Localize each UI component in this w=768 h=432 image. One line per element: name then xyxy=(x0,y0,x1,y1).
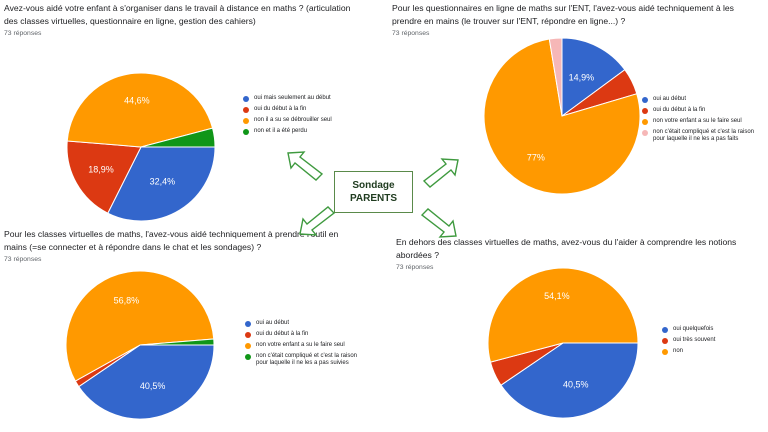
slice-label-2: 18,9% xyxy=(88,164,114,174)
legend-item-2: oui du début à la fin xyxy=(245,331,365,338)
panel-q2: Pour les questionnaires en ligne de math… xyxy=(392,2,764,37)
slice-label-1: 40,5% xyxy=(140,381,166,391)
legend-item-2: oui du début à la fin xyxy=(642,107,767,114)
panel-q3: Pour les classes virtuelles de maths, l'… xyxy=(4,228,356,263)
slice-label-1: 14,9% xyxy=(569,73,595,83)
legend-label: non xyxy=(673,348,684,354)
legend-item-1: oui quelquefois xyxy=(662,326,762,333)
legend-item-4: non c'était compliqué et c'est la raison… xyxy=(245,353,365,368)
legend-swatch xyxy=(642,129,648,136)
slice-label-3: 44,6% xyxy=(124,96,150,106)
legend-swatch xyxy=(245,331,251,338)
response-count-1: 73 réponses xyxy=(4,30,42,37)
legend-q2: oui au début oui du début à la fin non vot… xyxy=(642,96,767,147)
legend-item-1: oui au début xyxy=(642,96,767,103)
response-count-2: 73 réponses xyxy=(392,30,430,37)
question-title-4: En dehors des classes virtuelles de math… xyxy=(396,237,737,260)
legend-item-1: oui au début xyxy=(245,320,365,327)
response-count-4: 73 réponses xyxy=(396,264,434,271)
legend-item-4: non c'était compliqué et c'est la raison… xyxy=(642,129,767,144)
legend-swatch xyxy=(662,348,668,355)
legend-label: oui du début à la fin xyxy=(653,107,706,113)
pie-slice-3 xyxy=(487,267,639,363)
legend-label: non votre enfant a su le faire seul xyxy=(256,342,345,348)
legend-swatch xyxy=(243,128,249,135)
pie-slice-3 xyxy=(483,38,641,195)
legend-q3: oui au début oui du début à la fin non vot… xyxy=(245,320,365,371)
pie-slice-4 xyxy=(140,127,216,148)
pie-slice-4 xyxy=(139,338,215,346)
survey-label-line1: Sondage xyxy=(352,180,395,191)
panel-q4: En dehors des classes virtuelles de math… xyxy=(396,236,766,271)
arrow-down-left-icon xyxy=(299,206,336,236)
question-title-1: Avez-vous aidé votre enfant à s'organise… xyxy=(4,3,351,26)
legend-item-3: non votre enfant a su le faire seul xyxy=(642,118,767,125)
legend-swatch xyxy=(662,337,668,344)
response-count-3: 73 réponses xyxy=(4,256,42,263)
legend-swatch xyxy=(245,320,251,327)
legend-label: oui très souvent xyxy=(673,337,716,343)
legend-swatch xyxy=(642,107,648,114)
pie-slice-1 xyxy=(78,344,215,420)
legend-q4: oui quelquefois oui très souvent non xyxy=(662,326,762,359)
pie-slice-4 xyxy=(548,37,563,117)
legend-item-3: non votre enfant a su le faire seul xyxy=(245,342,365,349)
legend-item-3: non il a su se débrouiller seul xyxy=(243,117,353,124)
legend-q1: oui mais seulement au début oui du début … xyxy=(243,95,353,139)
pie-slice-2 xyxy=(66,140,142,214)
survey-label-box: Sondage PARENTS xyxy=(334,171,413,213)
question-title-2: Pour les questionnaires en ligne de math… xyxy=(392,3,734,26)
legend-item-4: non et il a été perdu xyxy=(243,128,353,135)
legend-label: non c'était compliqué et c'est la raison… xyxy=(256,353,358,367)
legend-label: oui du début à la fin xyxy=(256,331,309,337)
pie-slice-1 xyxy=(561,37,626,117)
slice-label-3: 56,8% xyxy=(114,295,140,305)
legend-label: non votre enfant a su le faire seul xyxy=(653,118,742,124)
question-title-3: Pour les classes virtuelles de maths, l'… xyxy=(4,229,339,252)
pie-slice-1 xyxy=(107,146,216,222)
legend-swatch xyxy=(662,326,668,333)
legend-swatch xyxy=(642,96,648,103)
slice-label-1: 32,4% xyxy=(150,177,176,187)
slice-label-3: 54,1% xyxy=(544,291,570,301)
legend-item-2: oui très souvent xyxy=(662,337,762,344)
pie-slice-3 xyxy=(66,72,214,148)
panel-q1: Avez-vous aidé votre enfant à s'organise… xyxy=(4,2,356,37)
pie-slice-1 xyxy=(500,342,639,419)
legend-item-2: oui du début à la fin xyxy=(243,106,353,113)
legend-label: non c'était compliqué et c'est la raison… xyxy=(653,129,755,143)
legend-label: oui au début xyxy=(653,96,687,102)
legend-swatch xyxy=(245,353,251,360)
arrow-up-right-icon xyxy=(422,158,459,188)
legend-label: oui au début xyxy=(256,320,290,326)
legend-swatch xyxy=(243,95,249,102)
legend-label: oui du début à la fin xyxy=(254,106,307,112)
arrow-up-left-icon xyxy=(287,151,324,181)
legend-swatch xyxy=(245,342,251,349)
legend-swatch xyxy=(243,117,249,124)
legend-label: non et il a été perdu xyxy=(254,128,308,134)
survey-label-line2: PARENTS xyxy=(349,193,398,204)
legend-swatch xyxy=(243,106,249,113)
arrow-down-right-icon xyxy=(420,208,457,238)
slice-label-1: 40,5% xyxy=(563,380,589,390)
legend-item-1: oui mais seulement au début xyxy=(243,95,353,102)
legend-label: non il a su se débrouiller seul xyxy=(254,117,332,123)
pie-slice-3 xyxy=(65,270,215,382)
legend-label: oui mais seulement au début xyxy=(254,95,331,101)
legend-item-3: non xyxy=(662,348,762,355)
legend-swatch xyxy=(642,118,648,125)
legend-label: oui quelquefois xyxy=(673,326,714,332)
slice-label-3: 77% xyxy=(527,153,545,163)
